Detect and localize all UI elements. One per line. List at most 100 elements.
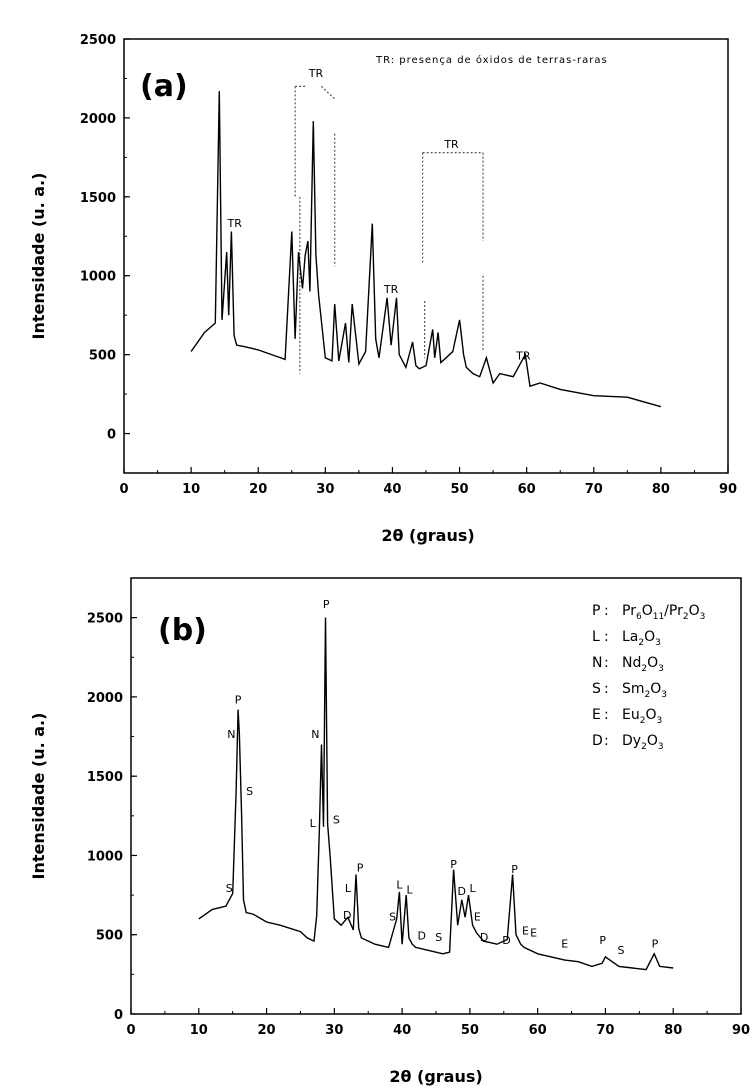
peak-annotation: S (435, 931, 442, 944)
peak-annotation: D (418, 929, 426, 942)
tr-bracket (320, 85, 336, 100)
legend-key: E (592, 707, 601, 723)
annotations-a: TR TR TR TR TR (227, 67, 531, 362)
tr-brackets-a (294, 85, 484, 374)
x-tick-label: 20 (258, 1023, 276, 1038)
x-tick-label: 0 (119, 482, 128, 497)
peak-annotation: P (652, 937, 659, 950)
x-tick-label: 80 (664, 1023, 682, 1038)
peak-annotation: L (406, 884, 413, 897)
peak-annotation: E (522, 925, 529, 938)
peak-annotation: L (470, 882, 477, 895)
y-tick-label: 1500 (87, 770, 123, 785)
peak-annotation: N (311, 728, 319, 741)
peak-annotation: P (357, 861, 364, 874)
x-tick-label: 50 (461, 1023, 479, 1038)
peak-annotation: E (561, 937, 568, 950)
legend-key: L (592, 629, 600, 645)
peak-annotation: L (396, 879, 403, 892)
legend-formula: Dy2O3 (622, 733, 664, 752)
x-tick-label: 70 (585, 482, 603, 497)
y-tick-label: 1000 (87, 849, 123, 864)
legend-colon: : (604, 707, 609, 723)
peak-annotation: L (310, 817, 317, 830)
x-axis-b: 0 10 20 30 40 50 60 70 80 90 (126, 1008, 750, 1038)
legend-key: N (592, 655, 602, 671)
series-line-b (198, 617, 674, 971)
x-tick-label: 60 (518, 482, 536, 497)
x-tick-label: 30 (325, 1023, 343, 1038)
x-tick-label: 0 (126, 1023, 135, 1038)
legend-formula: La2O3 (622, 629, 661, 648)
y-tick-label: 2500 (87, 612, 123, 627)
y-tick-label: 2500 (80, 33, 116, 48)
y-tick-label: 1000 (80, 270, 116, 285)
x-tick-label: 60 (529, 1023, 547, 1038)
peak-annotation: P (599, 934, 606, 947)
peak-annotation: D (458, 885, 466, 898)
peak-annotation: TR (383, 283, 399, 296)
legend-key: D (592, 733, 603, 749)
x-tick-label: 90 (719, 482, 737, 497)
plot-frame-a (123, 38, 729, 474)
x-tick-label: 90 (732, 1023, 750, 1038)
peak-annotation: S (618, 944, 625, 957)
x-axis-a: 0 10 20 30 40 50 60 70 80 90 (119, 467, 737, 497)
x-axis-label-b: 2θ (graus) (389, 1067, 482, 1086)
peak-annotation: E (530, 926, 537, 939)
x-tick-label: 10 (182, 482, 200, 497)
peak-annotation: D (502, 934, 510, 947)
x-tick-label: 40 (393, 1023, 411, 1038)
y-tick-label: 500 (89, 349, 116, 364)
y-tick-label: 1500 (80, 191, 116, 206)
legend-colon: : (604, 603, 609, 619)
x-tick-label: 50 (451, 482, 469, 497)
y-tick-label: 2000 (87, 691, 123, 706)
legend-b: P: Pr6O11/Pr2O3 L: La2O3 N: Nd2O3 S: Sm2O3 E: Eu2… (592, 603, 705, 752)
legend-colon: : (604, 681, 609, 697)
y-axis-b: 0 500 1000 1500 2000 2500 (87, 577, 137, 1023)
y-tick-label: 0 (114, 1008, 123, 1023)
y-axis-a: 0 500 1000 1500 2000 2500 (80, 33, 130, 474)
legend-key: P (592, 603, 600, 619)
peak-annotation: N (227, 728, 235, 741)
x-tick-label: 40 (383, 482, 401, 497)
peak-annotation: TR (443, 138, 459, 151)
legend-formula: Sm2O3 (622, 681, 667, 700)
panel-label-b: (b) (158, 613, 207, 648)
y-axis-label-b: Intensidade (u. a.) (29, 713, 48, 880)
x-tick-label: 30 (316, 482, 334, 497)
peak-annotation: S (226, 882, 233, 895)
y-tick-label: 0 (107, 428, 116, 443)
peak-annotation: S (333, 814, 340, 827)
peak-annotation: TR (308, 67, 324, 80)
legend-key: S (592, 681, 601, 697)
panel-label-a: (a) (140, 69, 188, 104)
legend-note-a: TR: presença de óxidos de terras-raras (375, 54, 608, 66)
peak-annotation: D (343, 909, 351, 922)
y-axis-label-a: Intensidade (u. a.) (29, 173, 48, 340)
legend-formula: Pr6O11/Pr2O3 (622, 603, 705, 622)
peak-annotation: P (450, 858, 457, 871)
legend-colon: : (604, 733, 609, 749)
peak-annotation: P (323, 598, 330, 611)
panel-a: (a) TR: presença de óxidos de terras-rar… (29, 33, 737, 545)
peak-annotation: TR (515, 349, 531, 362)
y-tick-label: 500 (96, 929, 123, 944)
peak-annotation: L (345, 882, 352, 895)
panel-b: (b) P: Pr6O11/Pr2O3 L: La2O3 N: Nd2O3 S: Sm2O3 E… (29, 577, 750, 1086)
x-axis-label-a: 2θ (graus) (381, 526, 474, 545)
peak-annotation: P (511, 863, 518, 876)
peak-annotation: TR (227, 217, 243, 230)
peak-annotation: S (246, 785, 253, 798)
x-tick-label: 20 (249, 482, 267, 497)
legend-formula: Eu2O3 (622, 707, 662, 726)
legend-colon: : (604, 629, 609, 645)
peak-annotation: D (480, 931, 488, 944)
x-tick-label: 80 (652, 482, 670, 497)
legend-formula: Nd2O3 (622, 655, 664, 674)
peak-annotation: S (389, 910, 396, 923)
peak-annotation: P (235, 693, 242, 706)
